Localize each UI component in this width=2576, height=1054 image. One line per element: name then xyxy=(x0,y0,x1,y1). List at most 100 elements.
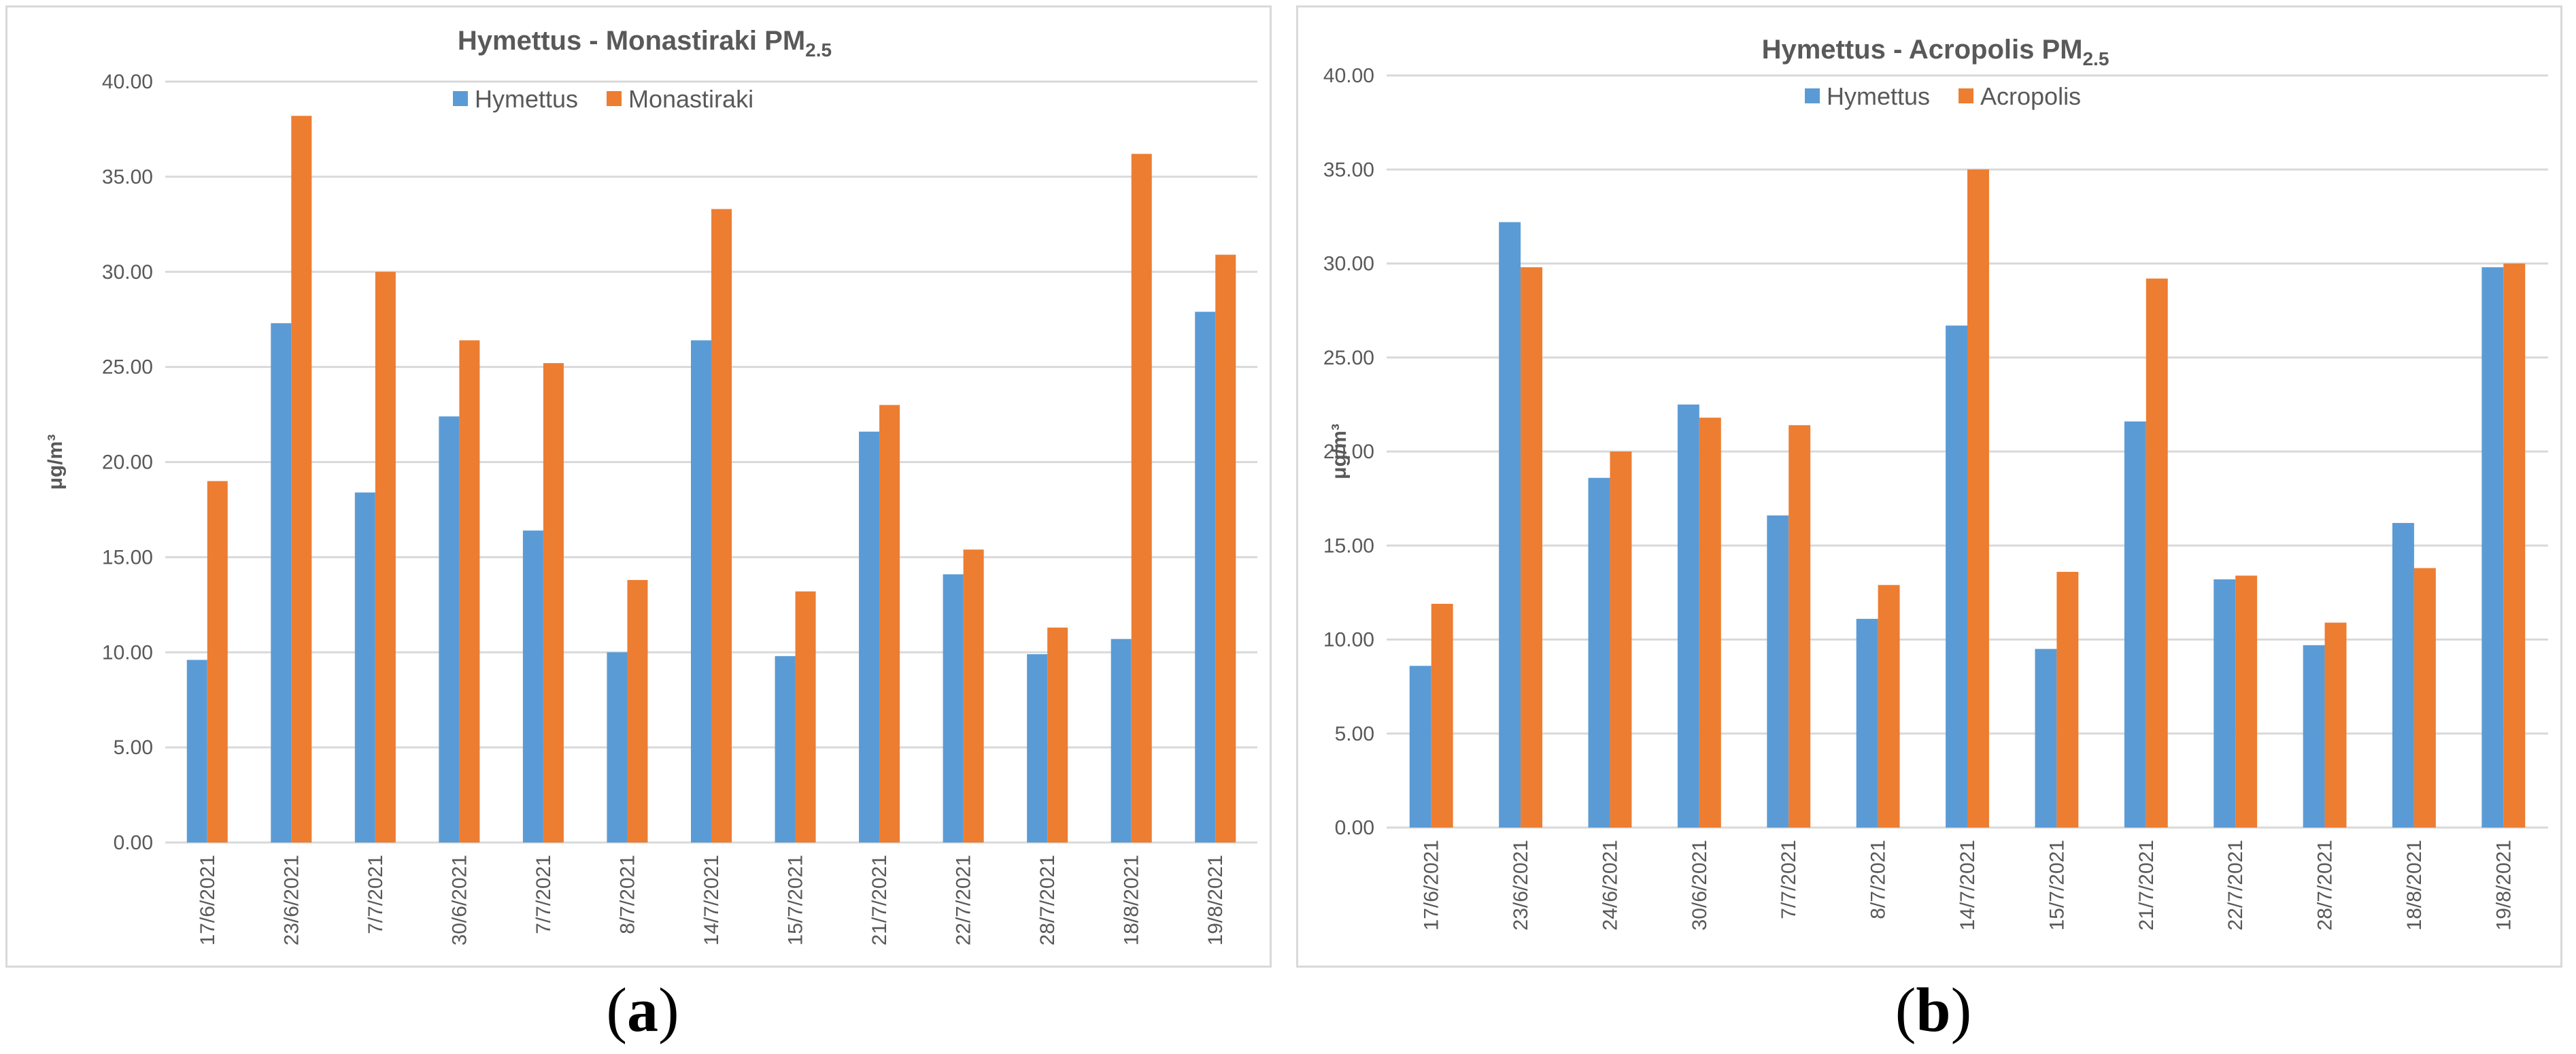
chart0-bar-monastiraki xyxy=(1215,254,1236,843)
chart1-bar-acropolis xyxy=(1967,169,1989,828)
chart1-bar-acropolis xyxy=(2324,622,2347,828)
caption-a-letter: a xyxy=(627,975,658,1044)
chart1-xtick-label: 19/8/2021 xyxy=(2492,840,2515,930)
chart1-ytick-label: 10.00 xyxy=(1323,629,1374,651)
chart1-ytick-label: 5.00 xyxy=(1335,723,1374,745)
chart-frame-b: Hymettus - Acropolis PM2.5 0.00 5.00 10.00 1… xyxy=(1296,5,2562,968)
chart1-bar-acropolis xyxy=(2056,571,2079,828)
chart0-xtick-label: 18/8/2021 xyxy=(1121,855,1143,945)
chart1-xtick-label: 8/7/2021 xyxy=(1867,840,1890,919)
chart0-title-main: Hymettus - Monastiraki PM xyxy=(458,26,805,56)
chart0-bar-hymettus xyxy=(1195,311,1216,843)
chart0-xtick-label: 21/7/2021 xyxy=(868,855,891,945)
chart0-xtick-label: 28/7/2021 xyxy=(1036,855,1059,945)
caption-a: (a) xyxy=(0,972,1285,1047)
chart1-xtick-label: 18/8/2021 xyxy=(2403,840,2426,930)
chart1-ytick-label: 15.00 xyxy=(1323,534,1374,557)
chart0-bar-monastiraki xyxy=(459,340,480,843)
chart1-ytick-label: 35.00 xyxy=(1323,158,1374,181)
chart0-ytick-label: 5.00 xyxy=(114,736,153,759)
chart0-bar-hymettus xyxy=(439,416,460,843)
chart1-xtick-label: 21/7/2021 xyxy=(2135,840,2158,930)
chart0-xtick-label: 30/6/2021 xyxy=(448,855,471,945)
caption-b-letter: b xyxy=(1916,975,1951,1044)
chart1-bar-hymettus xyxy=(2214,579,2236,828)
chart0-bar-hymettus xyxy=(186,660,207,843)
chart1-legend-swatch-acropolis xyxy=(1959,88,1973,103)
chart0-bar-hymettus xyxy=(775,656,796,843)
chart-monastiraki: Hymettus - Monastiraki PM2.5 0.00 5.00 10.0… xyxy=(44,26,1257,945)
chart1-bar-acropolis xyxy=(1699,418,1721,828)
chart0-bar-hymettus xyxy=(354,492,375,843)
chart1-title-main: Hymettus - Acropolis PM xyxy=(1762,35,2083,65)
chart0-bar-monastiraki xyxy=(291,116,312,843)
chart0-ytick-label: 30.00 xyxy=(102,261,153,284)
chart1-ytick-label: 25.00 xyxy=(1323,347,1374,369)
caption-a-close: ) xyxy=(658,975,679,1044)
chart0-bar-monastiraki xyxy=(711,209,732,843)
chart-acropolis: Hymettus - Acropolis PM2.5 0.00 5.00 10.00 1… xyxy=(1323,35,2548,930)
caption-b-close: ) xyxy=(1950,975,1972,1044)
chart1-legend-swatch-hymettus xyxy=(1805,88,1820,103)
chart1-bar-acropolis xyxy=(1521,267,1543,828)
chart1-bar-acropolis xyxy=(1431,603,1453,828)
chart1-bar-hymettus xyxy=(1409,666,1431,828)
chart1-bar-hymettus xyxy=(2035,649,2057,828)
chart0-bar-hymettus xyxy=(859,431,880,843)
chart0-ytick-label: 10.00 xyxy=(102,641,153,664)
chart-panel-a: Hymettus - Monastiraki PM2.5 0.00 5.00 10.0… xyxy=(0,0,1285,1054)
chart0-ytick-label: 40.00 xyxy=(102,71,153,93)
chart0-bar-monastiraki xyxy=(879,405,900,843)
chart1-ytick-label: 20.00 xyxy=(1323,441,1374,463)
chart0-bar-monastiraki xyxy=(795,591,816,843)
chart0-xtick-label: 7/7/2021 xyxy=(365,855,387,934)
chart1-title: Hymettus - Acropolis PM2.5 xyxy=(1762,35,2109,69)
chart1-bar-hymettus xyxy=(2392,523,2414,828)
chart0-ytick-label: 15.00 xyxy=(102,546,153,568)
chart1-legend-label-acropolis: Acropolis xyxy=(1980,82,2081,110)
chart1-xtick-label: 7/7/2021 xyxy=(1778,840,1800,919)
chart1-bar-acropolis xyxy=(2413,568,2436,828)
chart0-bar-hymettus xyxy=(271,323,292,843)
chart1-ytick-label: 30.00 xyxy=(1323,253,1374,275)
chart1-xtick-label: 23/6/2021 xyxy=(1510,840,1532,930)
chart0-legend-swatch-hymettus xyxy=(453,91,468,106)
chart0-ytick-label: 20.00 xyxy=(102,452,153,474)
chart0-xtick-label: 19/8/2021 xyxy=(1204,855,1227,945)
chart0-bar-hymettus xyxy=(943,574,964,843)
chart0-ytick-label: 0.00 xyxy=(114,832,153,854)
chart1-bar-acropolis xyxy=(2235,575,2258,828)
chart1-bar-hymettus xyxy=(2481,267,2504,828)
chart0-bar-hymettus xyxy=(690,340,711,843)
chart1-xtick-label: 22/7/2021 xyxy=(2224,840,2247,930)
chart0-xtick-label: 8/7/2021 xyxy=(616,855,639,934)
caption-b-open: ( xyxy=(1895,975,1916,1044)
chart0-legend-label-hymettus: Hymettus xyxy=(475,85,578,113)
chart0-xtick-label: 17/6/2021 xyxy=(197,855,219,945)
chart0-bar-monastiraki xyxy=(543,363,564,843)
chart1-bar-hymettus xyxy=(1588,477,1610,828)
chart1-bar-hymettus xyxy=(1499,222,1521,828)
chart1-title-subscript: 2.5 xyxy=(2082,48,2109,69)
chart0-ytick-label: 35.00 xyxy=(102,166,153,188)
chart-frame-a: Hymettus - Monastiraki PM2.5 0.00 5.00 10.0… xyxy=(5,5,1272,968)
chart1-bar-acropolis xyxy=(1610,452,1632,828)
chart1-bar-hymettus xyxy=(1856,619,1878,828)
chart1-xtick-label: 17/6/2021 xyxy=(1421,840,1443,930)
chart1-bar-acropolis xyxy=(1878,585,1900,828)
chart1-bar-acropolis xyxy=(2503,263,2526,828)
chart1-ytick-label: 40.00 xyxy=(1323,65,1374,87)
caption-b: (b) xyxy=(1291,972,2576,1047)
chart1-xtick-label: 30/6/2021 xyxy=(1689,840,1711,930)
chart0-legend-swatch-monastiraki xyxy=(607,91,622,106)
chart0-title-subscript: 2.5 xyxy=(805,39,832,61)
chart0-bar-monastiraki xyxy=(627,579,648,843)
chart1-xtick-label: 15/7/2021 xyxy=(2046,840,2068,930)
chart0-bar-monastiraki xyxy=(375,271,396,843)
chart0-bar-hymettus xyxy=(1111,639,1132,843)
chart1-bar-hymettus xyxy=(1767,515,1789,828)
caption-a-open: ( xyxy=(606,975,627,1044)
chart-panel-b: Hymettus - Acropolis PM2.5 0.00 5.00 10.00 1… xyxy=(1291,0,2576,1054)
chart1-bar-acropolis xyxy=(2146,278,2168,828)
chart1-xtick-label: 14/7/2021 xyxy=(1956,840,1979,930)
